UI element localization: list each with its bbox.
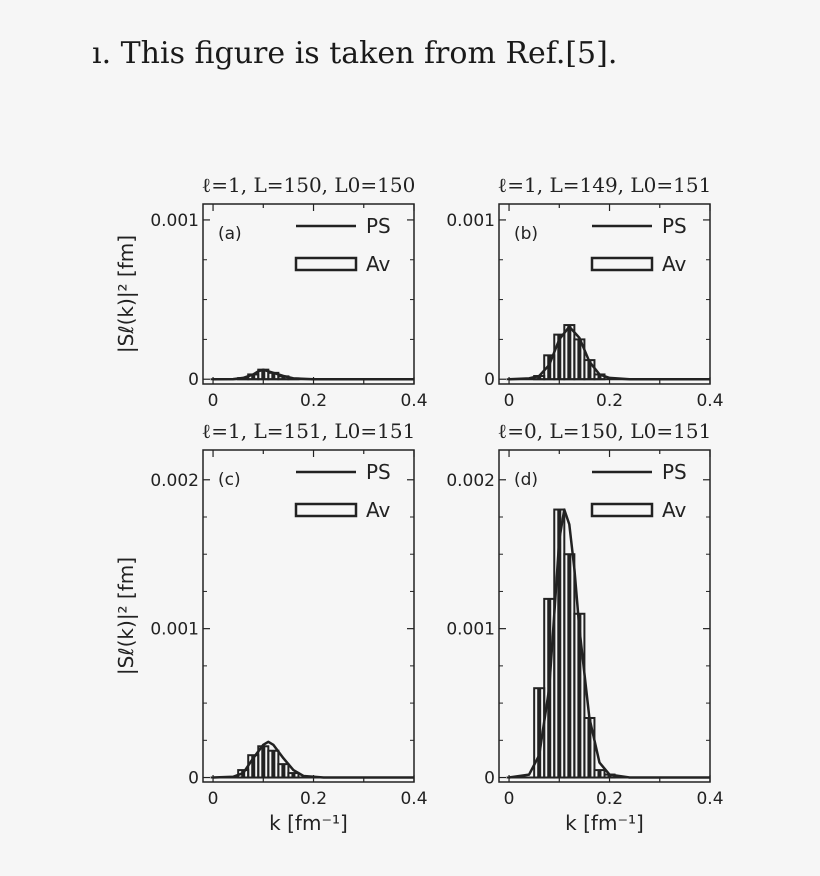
x-tick-label: 0.4	[696, 391, 723, 411]
legend-av-swatch	[590, 256, 654, 272]
y-tick-label: 0	[484, 769, 495, 789]
ps-curve	[212, 368, 414, 381]
y-tick-label: 0	[188, 769, 199, 789]
x-tick-label: 0	[504, 789, 515, 809]
ps-curve	[508, 508, 710, 779]
panel-0: ℓ=1, L=150, L0=150 0 0.2 0.4 0 0.001 (a) PS Av |S…	[114, 173, 428, 411]
panel-2: ℓ=1, L=151, L0=151 0 0.2 0.4 0 0.001 0.002 (c) P…	[114, 419, 428, 835]
legend-av-label: Av	[662, 252, 687, 276]
x-tick-label: 0	[208, 789, 219, 809]
panel-label: (c)	[218, 470, 241, 490]
legend-av-label: Av	[366, 498, 391, 522]
legend-ps-label: PS	[662, 214, 687, 238]
x-tick-label: 0.2	[596, 391, 623, 411]
y-tick-label: 0.001	[150, 211, 199, 231]
y-tick-label: 0.001	[446, 620, 495, 640]
x-tick-label: 0.2	[596, 789, 623, 809]
x-tick-label: 0	[504, 391, 515, 411]
panel-title: ℓ=1, L=151, L0=151	[202, 419, 416, 443]
y-axis-label: |Sℓ(k)|² [fm]	[114, 557, 138, 675]
x-tick-label: 0.4	[696, 789, 723, 809]
ps-curve	[212, 740, 414, 779]
plot-frame	[202, 449, 415, 783]
legend-av-swatch	[294, 502, 358, 518]
y-tick-label: 0.002	[446, 471, 495, 491]
plot-frame	[498, 203, 711, 385]
legend-av-swatch	[590, 502, 654, 518]
legend-av-label: Av	[662, 498, 687, 522]
x-tick-label: 0.4	[400, 391, 427, 411]
y-tick-label: 0.002	[150, 471, 199, 491]
y-tick-label: 0.001	[446, 211, 495, 231]
x-axis-label: k [fm⁻¹]	[565, 811, 644, 835]
panel-title: ℓ=0, L=150, L0=151	[498, 419, 712, 443]
panel-title: ℓ=1, L=149, L0=151	[498, 173, 712, 197]
x-tick-label: 0.2	[300, 391, 327, 411]
legend-ps-label: PS	[366, 214, 391, 238]
legend-av-swatch	[294, 256, 358, 272]
x-tick-label: 0.4	[400, 789, 427, 809]
plot-frame	[498, 449, 711, 783]
y-tick-label: 0	[188, 370, 199, 390]
legend-ps-label: PS	[662, 460, 687, 484]
y-tick-label: 0.001	[150, 620, 199, 640]
panel-label: (b)	[514, 224, 538, 244]
ps-curve	[508, 325, 710, 381]
panel-1: ℓ=1, L=149, L0=151 0 0.2 0.4 0 0.001 (b) PS Av	[446, 173, 723, 411]
panel-label: (a)	[218, 224, 242, 244]
panel-title: ℓ=1, L=150, L0=150	[202, 173, 416, 197]
y-axis-label: |Sℓ(k)|² [fm]	[114, 235, 138, 353]
panel-label: (d)	[514, 470, 538, 490]
x-tick-label: 0	[208, 391, 219, 411]
y-tick-label: 0	[484, 370, 495, 390]
panel-3: ℓ=0, L=150, L0=151 0 0.2 0.4 0 0.001 0.002 (d) P…	[446, 419, 723, 835]
legend-ps-label: PS	[366, 460, 391, 484]
figure-caption: ı. This figure is taken from Ref.[5].	[92, 36, 618, 71]
x-tick-label: 0.2	[300, 789, 327, 809]
x-axis-label: k [fm⁻¹]	[269, 811, 348, 835]
legend-av-label: Av	[366, 252, 391, 276]
plot-frame	[202, 203, 415, 385]
